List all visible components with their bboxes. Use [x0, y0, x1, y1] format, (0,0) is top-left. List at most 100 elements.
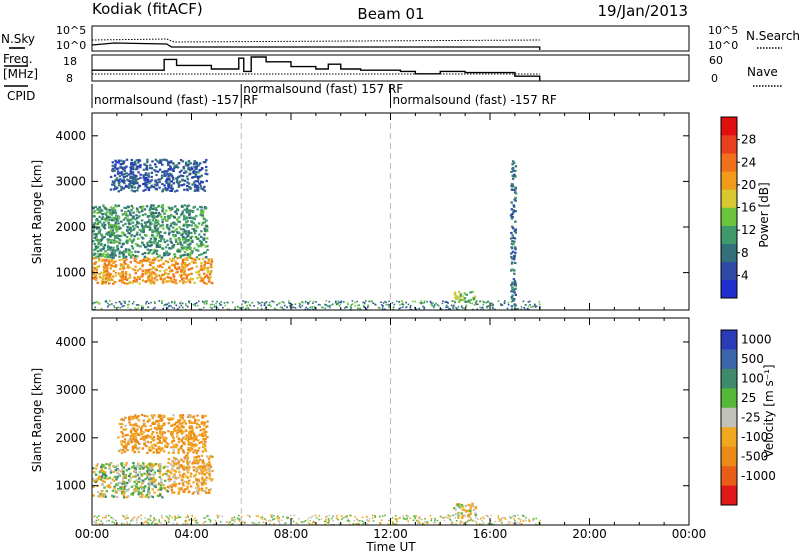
echo-cell — [111, 209, 114, 212]
echo-cell — [199, 465, 203, 468]
echo-cell — [187, 516, 189, 518]
echo-cell — [511, 268, 514, 271]
echo-cell — [174, 476, 177, 479]
echo-cell — [108, 211, 112, 214]
echo-cell — [469, 517, 472, 519]
echo-cell — [189, 254, 192, 257]
echo-cell — [430, 303, 432, 306]
echo-cell — [183, 208, 186, 211]
echo-cell — [159, 488, 163, 491]
echo-cell — [204, 245, 207, 248]
echo-cell — [156, 181, 159, 184]
echo-cell — [124, 518, 127, 520]
echo-cell — [128, 416, 131, 419]
echo-cell — [92, 206, 95, 209]
echo-cell — [154, 163, 157, 166]
echo-cell — [190, 427, 193, 430]
echo-cell — [159, 468, 162, 471]
echo-cell — [253, 522, 256, 525]
echo-cell — [133, 443, 137, 446]
echo-cell — [208, 472, 211, 476]
echo-cell — [188, 425, 191, 428]
beam-title: Beam 01 — [357, 5, 424, 23]
echo-cell — [372, 520, 375, 522]
echo-cell — [115, 483, 118, 486]
echo-cell — [184, 523, 187, 525]
echo-cell — [203, 229, 207, 232]
echo-cell — [206, 271, 210, 274]
echo-cell — [112, 275, 115, 278]
echo-cell — [241, 303, 243, 306]
echo-cell — [125, 172, 128, 175]
echo-cell — [125, 496, 129, 499]
echo-cell — [172, 456, 176, 459]
echo-cell — [109, 481, 113, 485]
echo-cell — [337, 302, 339, 305]
echo-cell — [110, 251, 113, 254]
echo-cell — [203, 443, 207, 446]
echo-cell — [101, 516, 104, 519]
echo-cell — [201, 221, 205, 225]
echo-cell — [301, 304, 304, 307]
echo-cell — [185, 304, 187, 307]
echo-cell — [468, 519, 470, 521]
echo-cell — [121, 173, 124, 176]
echo-cell — [414, 300, 416, 303]
echo-cell — [106, 211, 109, 214]
echo-cell — [187, 443, 190, 446]
echo-cell — [395, 518, 397, 521]
echo-cell — [381, 515, 384, 517]
echo-cell — [141, 269, 144, 272]
echo-cell — [162, 484, 165, 487]
echo-cell — [115, 161, 118, 164]
echo-cell — [119, 178, 122, 181]
echo-cell — [130, 158, 133, 162]
echo-cell — [129, 184, 132, 187]
echo-cell — [520, 523, 523, 525]
echo-cell — [336, 515, 338, 517]
echo-cell — [194, 438, 197, 441]
echo-cell — [179, 466, 182, 469]
echo-cell — [157, 451, 161, 454]
echo-cell — [97, 245, 100, 248]
echo-cell — [209, 304, 212, 306]
echo-cell — [201, 462, 204, 465]
echo-cell — [139, 275, 142, 278]
echo-cell — [113, 216, 117, 220]
echo-cell — [204, 300, 207, 302]
echo-cell — [208, 518, 210, 521]
echo-cell — [164, 187, 167, 190]
echo-cell — [134, 446, 137, 449]
echo-cell — [146, 473, 149, 476]
echo-cell — [134, 438, 138, 441]
echo-cell — [102, 265, 105, 269]
echo-cell — [161, 182, 164, 186]
echo-cell — [443, 516, 445, 519]
echo-cell — [208, 477, 211, 480]
echo-cell — [362, 301, 364, 304]
echo-cell — [528, 518, 530, 521]
echo-cell — [93, 248, 96, 252]
echo-cell — [185, 523, 188, 526]
echo-cell — [141, 495, 144, 499]
echo-cell — [184, 457, 187, 460]
echo-cell — [123, 515, 125, 518]
echo-cell — [164, 445, 168, 449]
echo-cell — [131, 206, 135, 210]
echo-cell — [120, 462, 123, 465]
echo-cell — [113, 253, 116, 256]
echo-cell — [115, 519, 117, 522]
echo-cell — [129, 435, 132, 438]
echo-cell — [106, 256, 109, 259]
echo-cell — [327, 517, 330, 520]
echo-cell — [318, 518, 320, 521]
echo-cell — [201, 212, 204, 215]
echo-cell — [129, 211, 132, 214]
echo-cell — [114, 221, 117, 224]
echo-cell — [122, 250, 126, 253]
echo-cell — [514, 229, 517, 232]
echo-cell — [117, 181, 121, 184]
echo-cell — [192, 163, 196, 166]
echo-cell — [187, 522, 189, 525]
power-panel-frame — [91, 112, 690, 311]
